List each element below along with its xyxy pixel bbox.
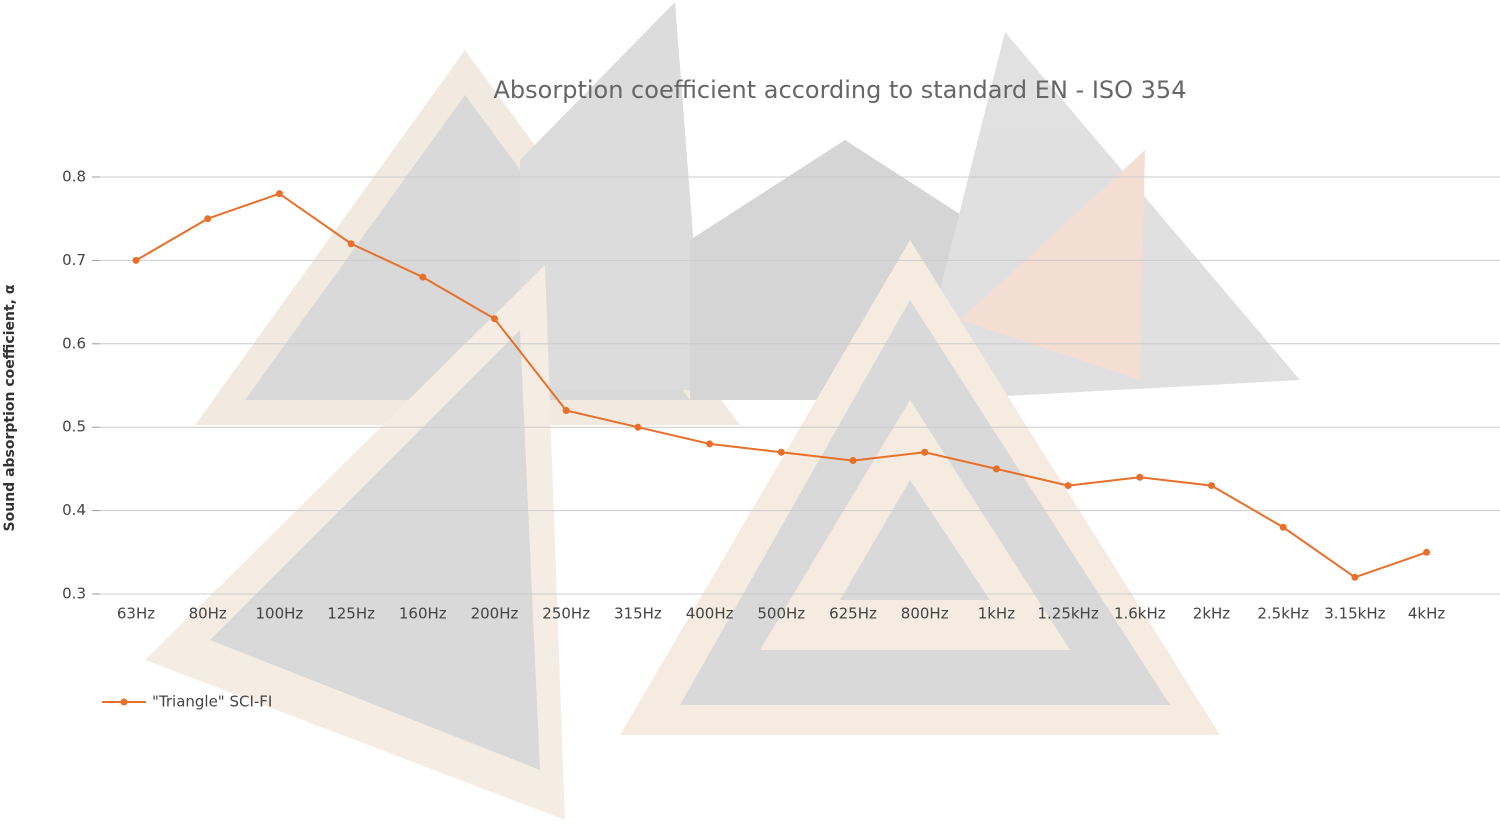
y-tick-label: 0.6 bbox=[62, 334, 86, 352]
x-tick-label: 80Hz bbox=[189, 605, 227, 623]
data-point bbox=[921, 448, 929, 456]
plot-area: 0.3 0.4 0.5 0.6 0.7 0.8 63Hz 80Hz 100Hz 125Hz 160H… bbox=[62, 168, 1500, 711]
data-point bbox=[1423, 548, 1431, 556]
data-point bbox=[1279, 523, 1287, 531]
data-point bbox=[777, 448, 785, 456]
data-point bbox=[419, 273, 427, 281]
x-tick-label: 4kHz bbox=[1408, 605, 1446, 623]
x-tick-label: 2.5kHz bbox=[1257, 605, 1309, 623]
x-tick-label: 2kHz bbox=[1193, 605, 1231, 623]
chart-title: Absorption coefficient according to stan… bbox=[494, 76, 1187, 104]
y-tick-label: 0.5 bbox=[62, 418, 86, 436]
x-tick-label: 400Hz bbox=[686, 605, 734, 623]
x-tick-label: 160Hz bbox=[399, 605, 447, 623]
data-point bbox=[849, 457, 857, 465]
x-tick-label: 500Hz bbox=[757, 605, 805, 623]
data-point bbox=[1208, 482, 1215, 490]
x-tick-label: 1.6kHz bbox=[1114, 605, 1166, 623]
data-point bbox=[1064, 482, 1072, 490]
x-tick-label: 315Hz bbox=[614, 605, 662, 623]
x-tick-label: 625Hz bbox=[829, 605, 877, 623]
x-tick-label: 63Hz bbox=[117, 605, 155, 623]
x-tick-label: 100Hz bbox=[256, 605, 304, 623]
background-decoration bbox=[145, 2, 1300, 820]
x-tick-label: 200Hz bbox=[471, 605, 519, 623]
x-tick-label: 3.15kHz bbox=[1324, 605, 1385, 623]
x-tick-label: 800Hz bbox=[901, 605, 949, 623]
x-tick-label: 1kHz bbox=[978, 605, 1016, 623]
x-tick-label: 125Hz bbox=[327, 605, 375, 623]
x-tick-label: 250Hz bbox=[542, 605, 590, 623]
data-point bbox=[275, 190, 283, 198]
x-tick-label: 1.25kHz bbox=[1037, 605, 1098, 623]
legend-marker bbox=[120, 698, 128, 706]
data-point bbox=[1136, 473, 1144, 481]
data-point bbox=[491, 315, 498, 323]
y-tick-label: 0.8 bbox=[62, 168, 86, 186]
y-axis-label: Sound absorption coefficient, α bbox=[2, 284, 18, 531]
y-tick-label: 0.4 bbox=[62, 501, 86, 519]
data-point bbox=[992, 465, 1000, 473]
y-tick-label: 0.7 bbox=[62, 251, 86, 269]
data-point bbox=[706, 440, 714, 448]
data-point bbox=[132, 256, 140, 264]
data-point bbox=[562, 407, 570, 415]
data-point bbox=[347, 240, 355, 248]
legend-label: "Triangle" SCI-FI bbox=[152, 693, 272, 711]
y-tick-label: 0.3 bbox=[62, 585, 86, 603]
data-point bbox=[634, 423, 642, 431]
data-point bbox=[204, 215, 212, 223]
data-point bbox=[1351, 573, 1359, 581]
